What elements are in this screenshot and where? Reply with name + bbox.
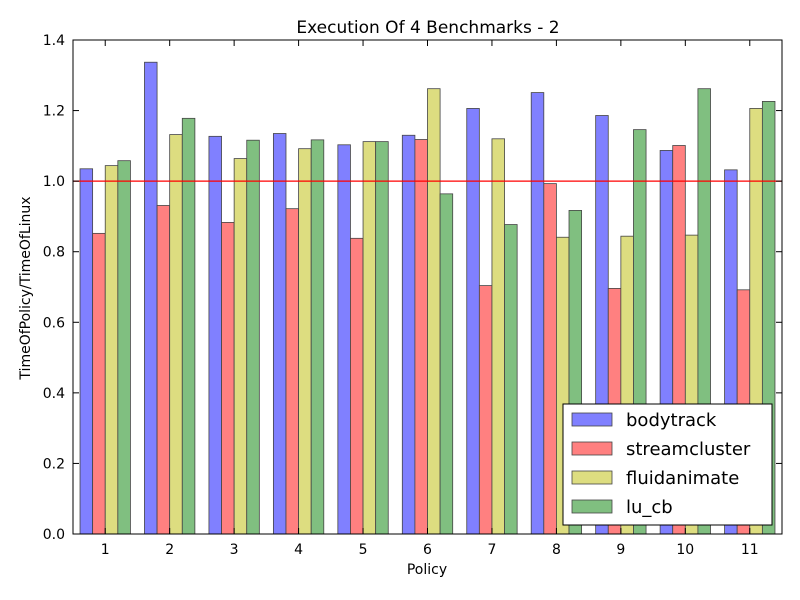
x-tick-label: 8: [552, 542, 561, 558]
bar-fluidanimate-2: [169, 134, 183, 535]
y-axis: 0.0 0.2 0.4 0.6 0.8 1.0 1.2 1.4: [43, 33, 782, 543]
bar-lu_cb-3: [246, 139, 260, 535]
x-tick-label: 6: [423, 542, 432, 558]
x-tick-label: 3: [230, 542, 239, 558]
y-tick-label: 0.6: [43, 315, 65, 331]
legend-label-lu_cb: lu_cb: [626, 497, 673, 518]
x-tick-label: 10: [676, 542, 694, 558]
bar-bodytrack-4: [272, 133, 287, 535]
bar-fluidanimate-3: [233, 158, 248, 535]
y-tick-label: 0.8: [43, 245, 65, 261]
bar-bodytrack-1: [79, 168, 94, 535]
bar-bodytrack-3: [208, 135, 222, 535]
bar-streamcluster-3: [221, 222, 235, 535]
bar-streamcluster-6: [414, 139, 428, 535]
bar-bodytrack-6: [401, 134, 416, 535]
x-tick-label: 5: [359, 542, 368, 558]
chart-title: Execution Of 4 Benchmarks - 2: [296, 18, 559, 38]
legend-label-streamcluster: streamcluster: [626, 439, 751, 460]
bar-lu_cb-6: [439, 193, 454, 535]
legend-label-fluidanimate: fluidanimate: [626, 468, 739, 489]
legend-swatch-streamcluster: [571, 441, 613, 456]
bar-streamcluster-8: [543, 183, 557, 535]
x-tick-label: 11: [741, 542, 759, 558]
x-tick-label: 2: [165, 542, 174, 558]
bar-lu_cb-1: [117, 160, 131, 535]
bar-bodytrack-2: [144, 61, 158, 535]
bar-streamcluster-2: [156, 205, 171, 535]
bar-lu_cb-7: [504, 224, 518, 535]
x-tick-label: 4: [294, 542, 303, 558]
legend-swatch-fluidanimate: [571, 470, 613, 485]
bar-bodytrack-5: [337, 144, 351, 535]
y-tick-label: 1.4: [43, 33, 65, 49]
bar-fluidanimate-4: [298, 148, 312, 535]
y-tick-label: 1.2: [43, 104, 65, 120]
bar-bodytrack-8: [530, 92, 545, 535]
legend: bodytrack streamcluster fluidanimate lu_cb: [562, 403, 773, 526]
bar-streamcluster-1: [92, 232, 106, 535]
bar-fluidanimate-5: [362, 141, 377, 535]
legend-label-bodytrack: bodytrack: [626, 410, 717, 431]
x-axis-label: Policy: [407, 562, 447, 578]
bar-streamcluster-7: [478, 285, 493, 535]
bar-fluidanimate-6: [427, 88, 441, 535]
x-tick-label: 1: [101, 542, 110, 558]
y-axis-label: TimeOfPolicy/TimeOfLinux: [18, 196, 34, 380]
y-tick-label: 1.0: [43, 174, 65, 190]
y-tick-label: 0.4: [43, 386, 65, 402]
x-tick-label: 7: [487, 542, 496, 558]
bar-streamcluster-4: [285, 208, 299, 535]
y-tick-label: 0.0: [43, 527, 65, 543]
bar-fluidanimate-1: [104, 165, 119, 535]
legend-swatch-lu_cb: [571, 499, 613, 514]
x-tick-label: 9: [616, 542, 625, 558]
y-tick-label: 0.2: [43, 456, 65, 472]
bars-group: [79, 61, 776, 535]
x-axis: 1 2 3 4 5 6 7 8 9 10 11: [101, 40, 759, 558]
legend-swatch-bodytrack: [571, 412, 613, 427]
bar-bodytrack-7: [466, 108, 480, 535]
bar-lu_cb-5: [375, 141, 389, 535]
bar-streamcluster-5: [350, 237, 364, 535]
bar-lu_cb-4: [310, 139, 325, 535]
bar-fluidanimate-7: [491, 138, 505, 535]
